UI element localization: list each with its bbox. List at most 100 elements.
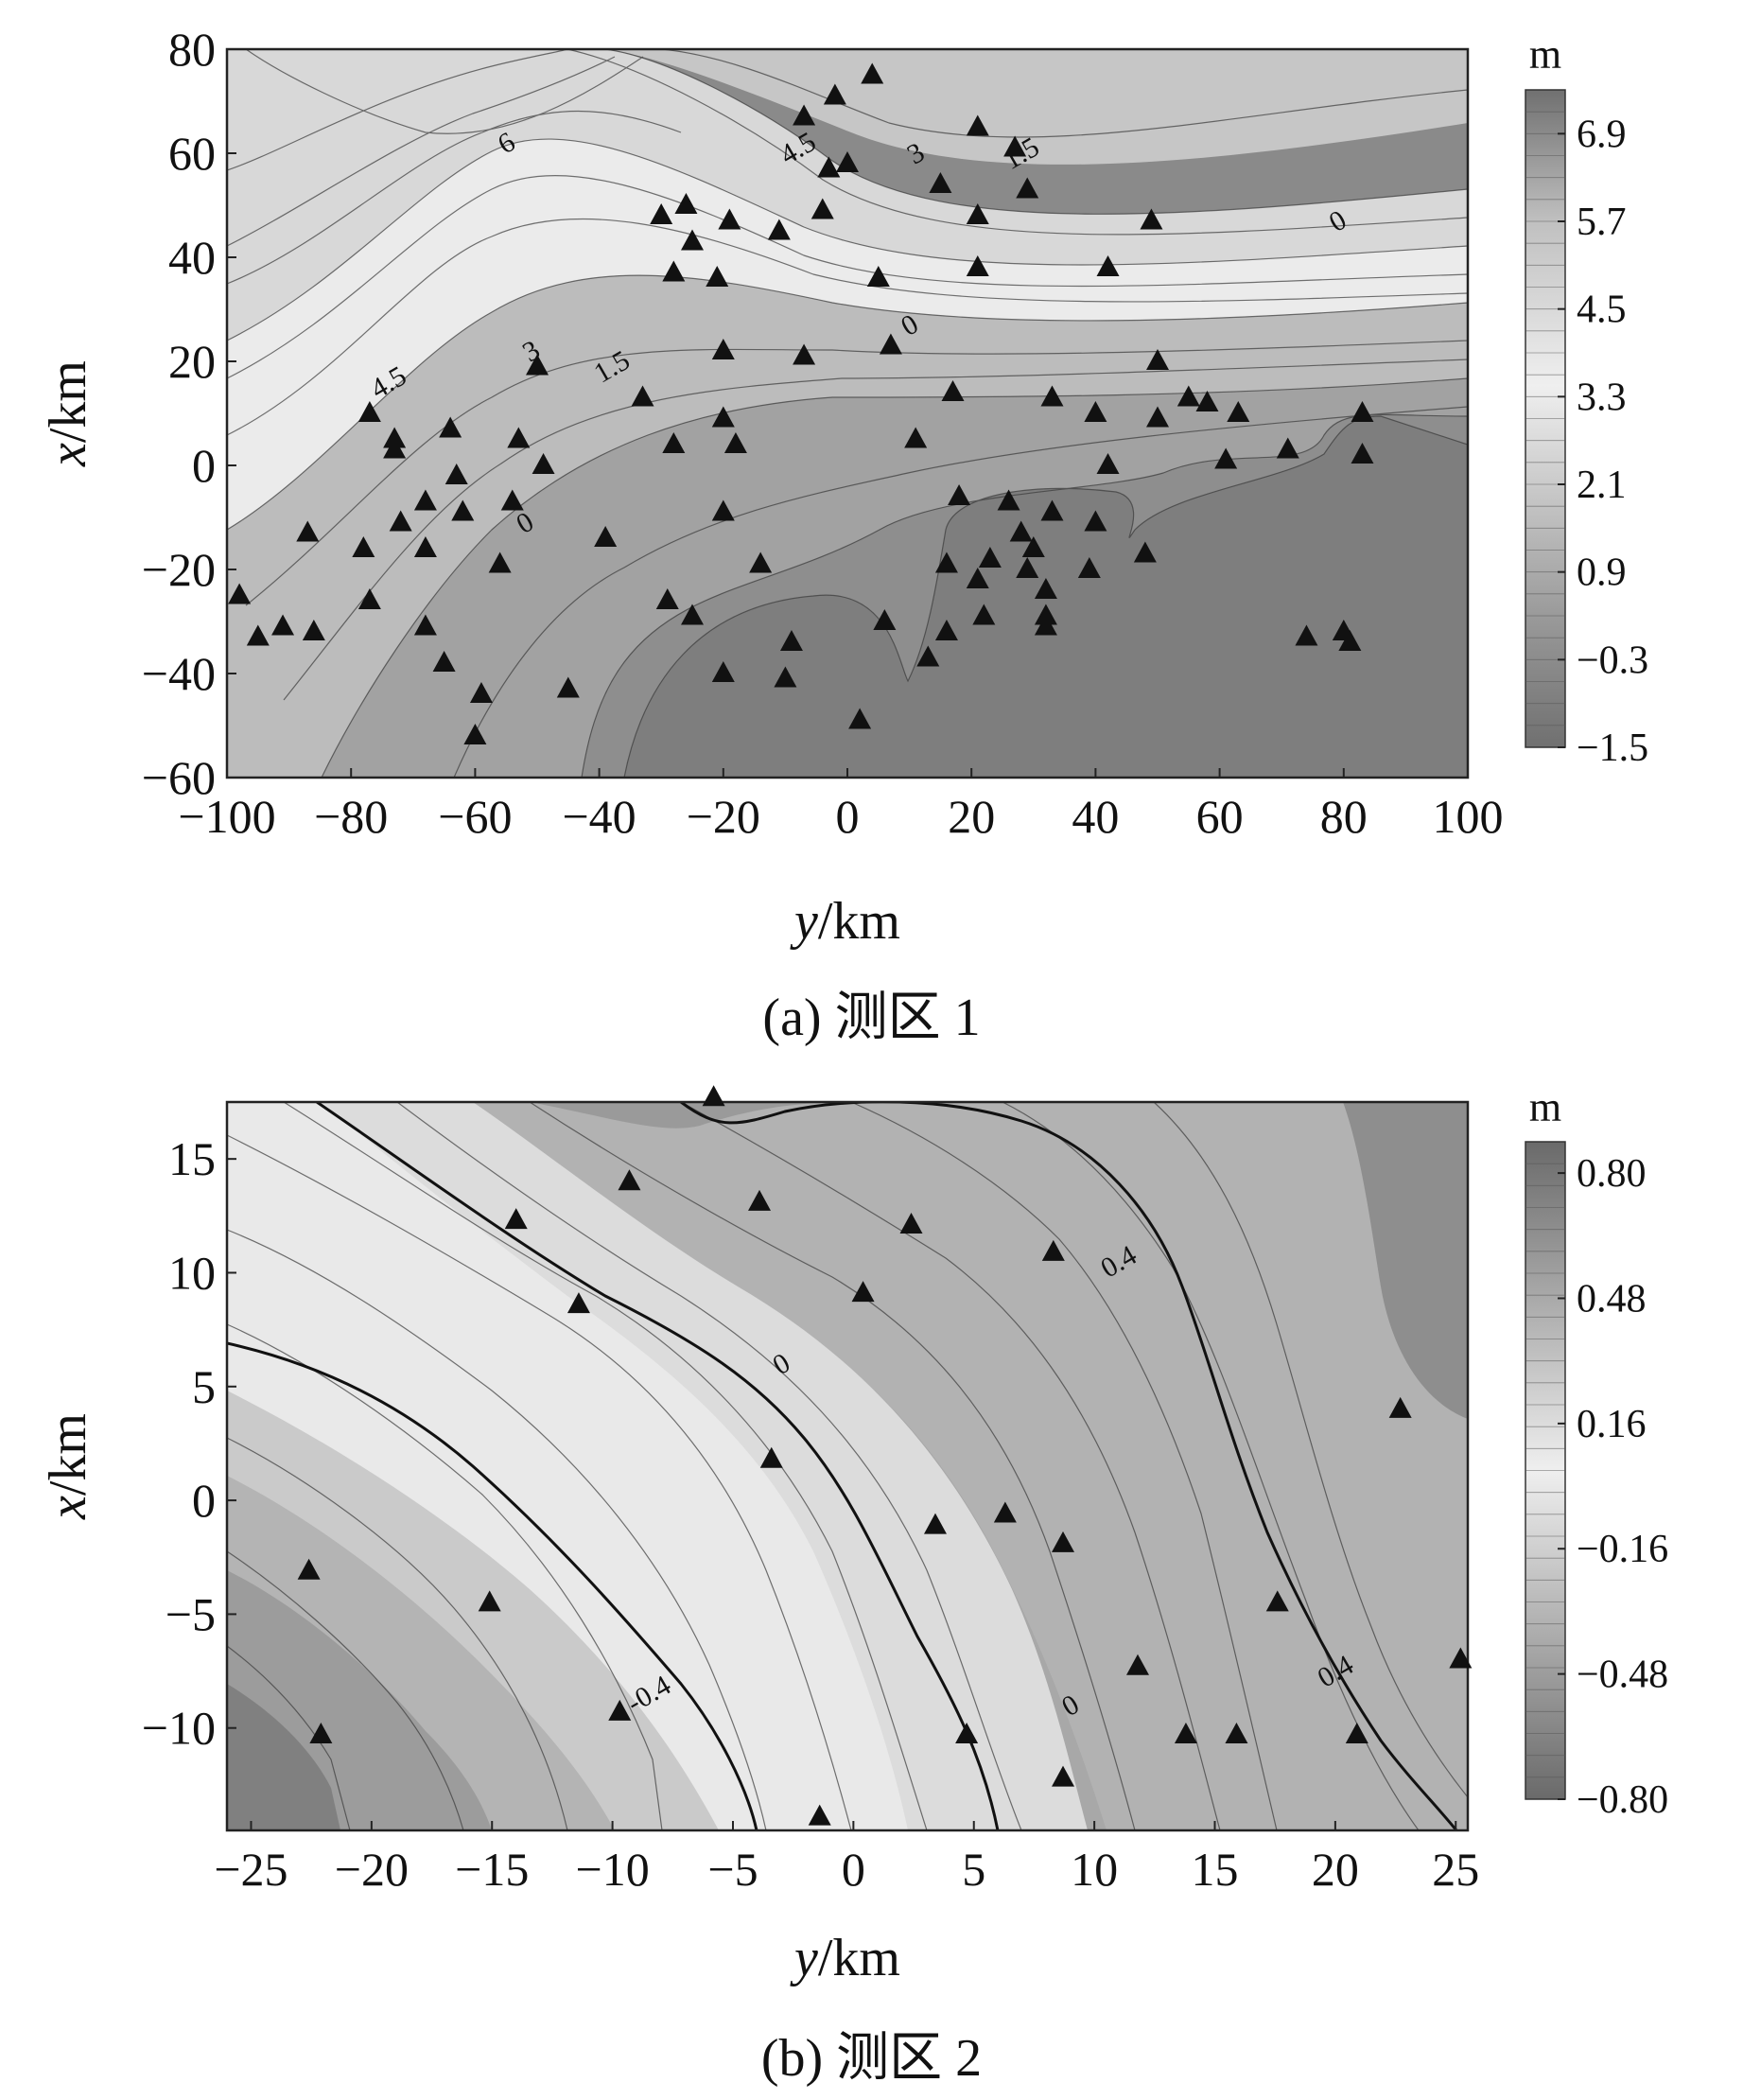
station-marker <box>413 614 437 636</box>
station-marker <box>357 401 381 422</box>
station-marker <box>478 1590 501 1612</box>
panel-b-contour-field <box>227 1102 1468 1830</box>
y-tick-label: 5 <box>192 1360 216 1413</box>
station-marker <box>767 219 791 240</box>
station-marker <box>1125 1654 1149 1675</box>
station-marker <box>1077 557 1101 578</box>
station-marker <box>1140 208 1163 230</box>
station-marker <box>711 661 735 682</box>
station-marker <box>655 588 679 609</box>
x-tick-label: 20 <box>948 790 995 843</box>
station-marker <box>500 489 524 511</box>
y-tick-label: −40 <box>142 647 216 700</box>
colorbar-tick-label: −1.5 <box>1577 726 1648 770</box>
station-marker <box>823 83 846 105</box>
y-tick-label: 10 <box>168 1246 216 1299</box>
x-tick-label: 80 <box>1320 790 1368 843</box>
station-marker <box>904 427 928 448</box>
station-marker <box>1338 630 1362 651</box>
panel-a-x-axis-label: y/km <box>790 892 900 951</box>
station-marker <box>848 708 872 729</box>
panel-a-y-ticks: −60 −40 −20 0 20 40 60 80 <box>142 23 236 804</box>
x-tick-label: −20 <box>335 1843 409 1896</box>
station-marker <box>1034 614 1057 636</box>
x-tick-label: 0 <box>842 1843 865 1896</box>
station-marker <box>916 645 940 667</box>
station-marker <box>1351 443 1374 464</box>
y-tick-label: 15 <box>168 1132 216 1185</box>
station-marker <box>1225 1722 1248 1743</box>
station-marker <box>618 1169 641 1191</box>
colorbar-tick-label: −0.3 <box>1577 639 1648 682</box>
panel-b-x-axis-label: y/km <box>790 1929 900 1987</box>
station-marker <box>469 682 493 703</box>
station-marker <box>674 193 698 214</box>
x-tick-label: −40 <box>562 790 636 843</box>
y-tick-label: −5 <box>166 1587 216 1640</box>
y-tick-label: −10 <box>142 1702 216 1755</box>
station-marker <box>296 520 320 542</box>
station-marker <box>228 583 252 604</box>
station-marker <box>810 198 834 219</box>
colorbar-tick-label: 0.9 <box>1577 551 1627 595</box>
station-marker <box>1195 391 1219 411</box>
panel-b-y-axis-label: x/km <box>39 1413 97 1520</box>
station-marker <box>662 432 686 453</box>
station-marker <box>1040 499 1064 521</box>
station-marker <box>808 1804 831 1826</box>
y-tick-label: 80 <box>168 23 216 76</box>
panel-b-frame <box>225 1100 1470 1832</box>
station-marker <box>779 630 803 651</box>
station-marker <box>702 1085 725 1107</box>
station-marker <box>526 354 549 376</box>
station-marker <box>706 266 729 287</box>
panel-b: 0.40-0.4 00.4 −25 −20 −15 −10 −5 0 5 10 15 20 25 −1… <box>39 1084 1668 1987</box>
station-marker <box>934 551 958 573</box>
station-marker <box>1084 401 1107 422</box>
station-marker <box>749 551 773 573</box>
station-marker <box>681 229 704 251</box>
station-marker <box>1227 401 1250 422</box>
station-marker <box>1295 624 1318 646</box>
x-tick-label: −60 <box>438 790 512 843</box>
station-marker <box>302 620 325 640</box>
x-tick-label: −80 <box>314 790 388 843</box>
x-tick-label: 20 <box>1312 1843 1359 1896</box>
station-marker <box>662 260 686 282</box>
station-marker <box>413 489 437 511</box>
x-tick-label: −15 <box>455 1843 529 1896</box>
station-marker <box>851 1281 875 1303</box>
station-marker <box>793 104 816 126</box>
station-marker <box>978 547 1002 568</box>
station-marker <box>1214 447 1238 469</box>
x-tick-label: 100 <box>1433 790 1504 843</box>
station-marker <box>774 666 797 688</box>
station-marker <box>488 551 512 573</box>
station-marker <box>861 62 884 84</box>
y-tick-label: −60 <box>142 751 216 804</box>
station-marker <box>246 624 270 646</box>
station-marker <box>1096 255 1120 276</box>
colorbar-tick-label: −0.48 <box>1577 1654 1668 1697</box>
station-marker <box>463 724 487 744</box>
colorbar-tick-label: 6.9 <box>1577 113 1627 156</box>
station-marker <box>1174 1722 1197 1743</box>
station-marker <box>1265 1590 1289 1612</box>
station-marker <box>899 1212 923 1234</box>
panel-a-x-ticks: −100 −80 −60 −40 −20 0 20 40 60 80 100 <box>178 768 1504 843</box>
panel-b-x-ticks: −25 −20 −15 −10 −5 0 5 10 15 20 25 <box>214 1821 1479 1896</box>
station-marker <box>297 1558 321 1580</box>
station-marker <box>817 156 841 178</box>
station-marker <box>1040 385 1064 407</box>
x-tick-label: 40 <box>1072 790 1119 843</box>
station-marker <box>444 464 468 484</box>
station-marker <box>608 1699 632 1721</box>
panel-a-colorbar-unit: m <box>1529 31 1561 78</box>
station-marker <box>941 380 965 401</box>
x-tick-label: −20 <box>687 790 760 843</box>
station-marker <box>955 1722 979 1743</box>
station-marker <box>1146 406 1169 428</box>
station-marker <box>748 1189 772 1211</box>
colorbar-tick-label: 4.5 <box>1577 289 1627 332</box>
